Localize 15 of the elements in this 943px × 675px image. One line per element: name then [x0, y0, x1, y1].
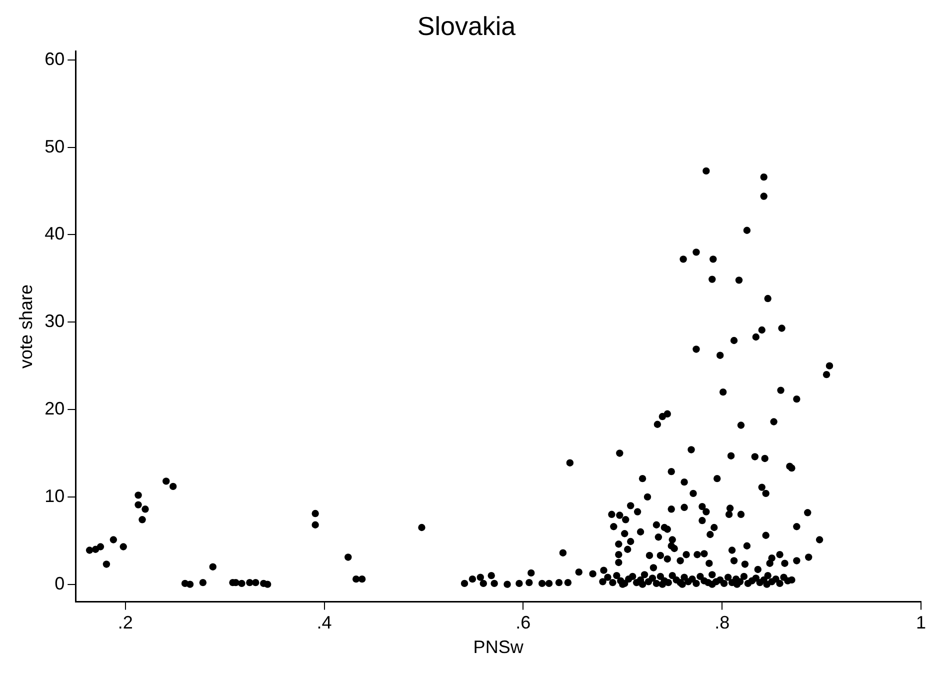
y-tick-label: 0 [54, 573, 65, 594]
x-tick-label: .8 [714, 612, 730, 633]
y-tick-label: 40 [44, 224, 65, 244]
x-tick-label: 1 [916, 612, 926, 633]
y-tick-label: 10 [44, 486, 65, 506]
x-tick-label: .4 [316, 612, 332, 633]
y-tick-label: 20 [44, 398, 65, 418]
x-axis-title: PNSw [473, 637, 524, 658]
y-tick-label: 50 [44, 136, 65, 156]
chart-title: Slovakia [417, 10, 516, 41]
y-tick-label: 60 [44, 48, 65, 69]
y-axis-title: vote share [16, 284, 36, 369]
y-tick-label: 30 [44, 311, 65, 332]
x-tick-label: .2 [118, 612, 133, 633]
x-tick-label: .6 [516, 612, 531, 633]
